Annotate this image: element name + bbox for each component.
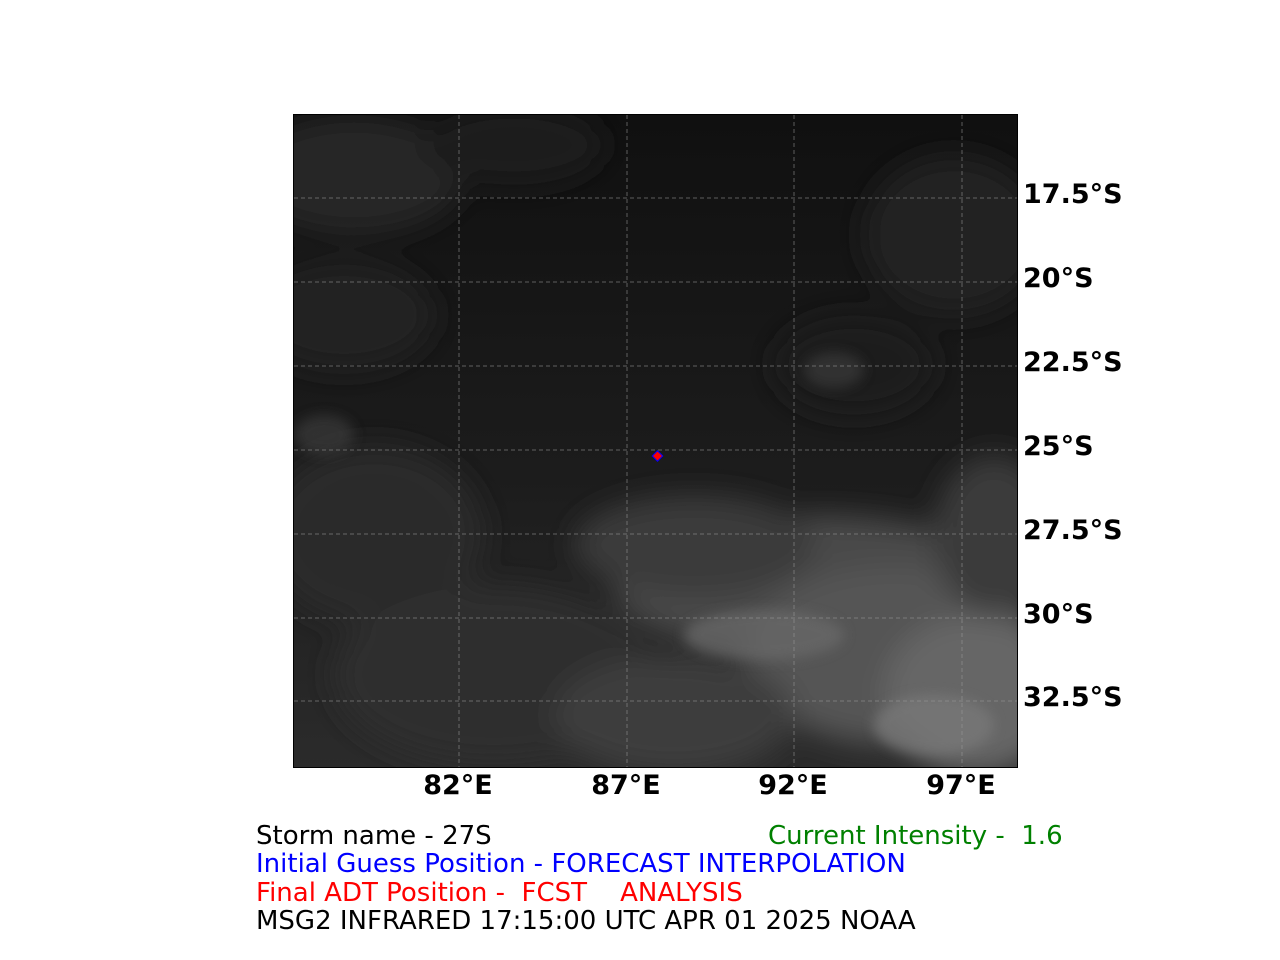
lon-label-97: 97°E xyxy=(926,770,996,801)
satellite-map xyxy=(293,114,1018,768)
lon-label-87: 87°E xyxy=(591,770,661,801)
lat-label-27-5: 27.5°S xyxy=(1023,515,1123,546)
lon-label-92: 92°E xyxy=(758,770,828,801)
lat-label-25: 25°S xyxy=(1023,431,1094,462)
lat-label-17-5: 17.5°S xyxy=(1023,179,1123,210)
graticule xyxy=(294,115,1017,767)
lat-label-22-5: 22.5°S xyxy=(1023,347,1123,378)
cloud-cover xyxy=(294,115,1017,767)
satellite-image xyxy=(294,115,1017,767)
current-intensity-text: Current Intensity - 1.6 xyxy=(768,821,1063,851)
lat-label-20: 20°S xyxy=(1023,263,1094,294)
storm-name-text: Storm name - 27S xyxy=(256,821,492,851)
satellite-info-text: MSG2 INFRARED 17:15:00 UTC APR 01 2025 N… xyxy=(256,906,916,936)
final-adt-text: Final ADT Position - FCST ANALYSIS xyxy=(256,878,743,908)
initial-guess-text: Initial Guess Position - FORECAST INTERP… xyxy=(256,849,906,879)
lat-label-32-5: 32.5°S xyxy=(1023,682,1123,713)
cloud-detail xyxy=(294,352,994,755)
lon-label-82: 82°E xyxy=(423,770,493,801)
final-adt-marker xyxy=(653,451,662,461)
lat-label-30: 30°S xyxy=(1023,599,1094,630)
storm-position-markers xyxy=(651,450,664,462)
